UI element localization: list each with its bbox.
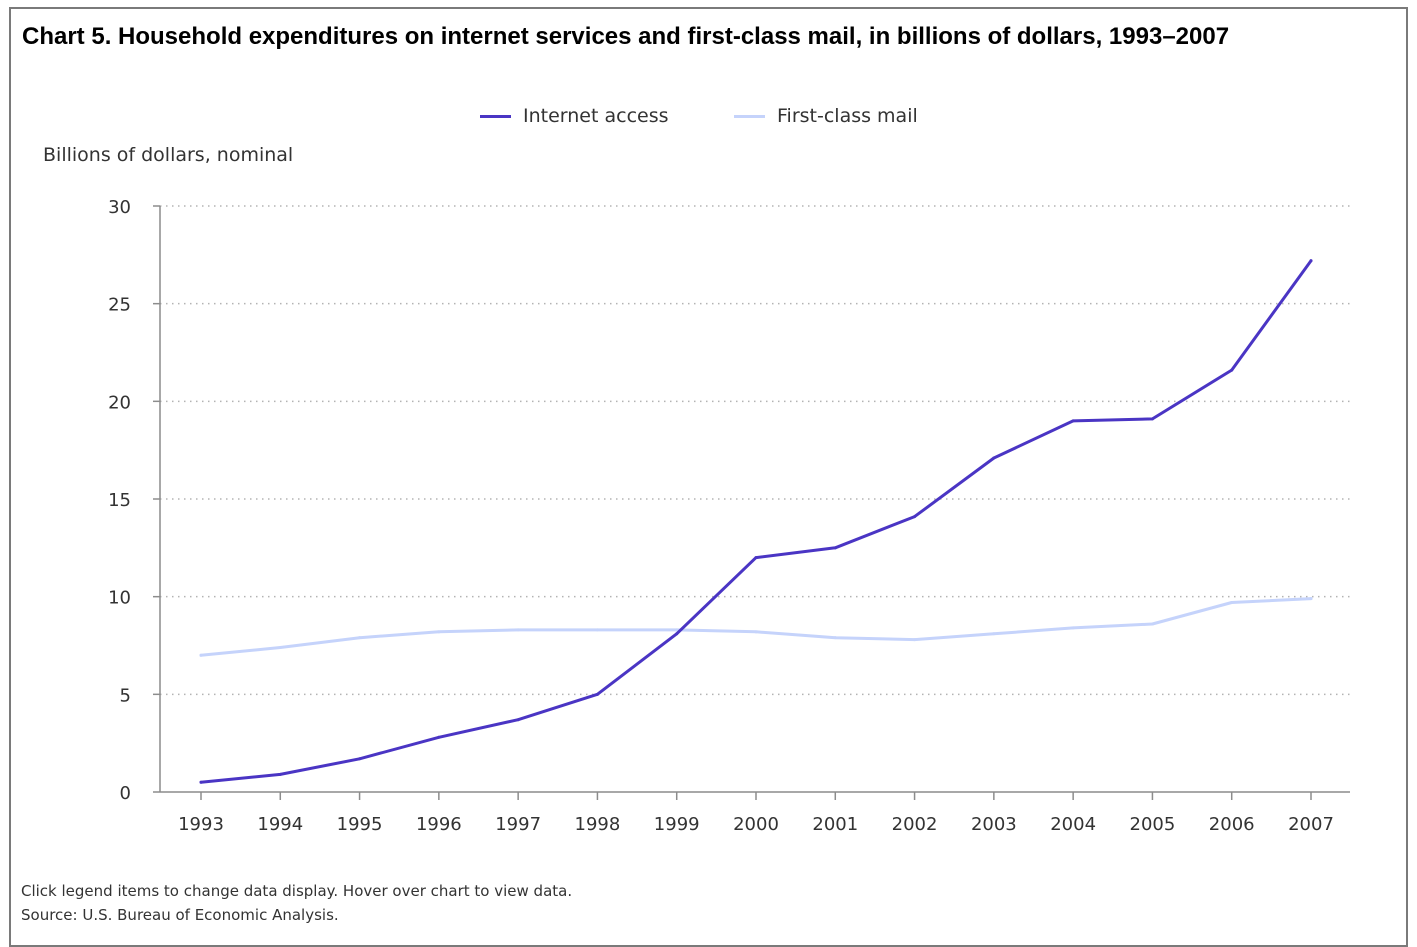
data-point-internet-access-1993	[199, 780, 203, 784]
x-tick-label-2002: 2002	[892, 814, 938, 835]
x-tick-label-2004: 2004	[1050, 814, 1096, 835]
legend-swatch-internet-access	[480, 114, 511, 118]
y-tick-label-20: 20	[108, 392, 131, 413]
x-tick-label-2001: 2001	[812, 814, 858, 835]
data-point-first-class-mail-1995	[358, 636, 362, 640]
legend: Internet access First-class mail	[0, 101, 1417, 131]
x-tick-label-1995: 1995	[337, 814, 383, 835]
legend-label-internet-access: Internet access	[523, 105, 669, 127]
x-tick-label-1996: 1996	[416, 814, 462, 835]
data-point-internet-access-1999	[675, 632, 679, 636]
y-tick-label-30: 30	[108, 197, 131, 218]
y-tick-label-10: 10	[108, 588, 131, 609]
footnote-hint: Click legend items to change data displa…	[21, 882, 573, 900]
data-point-first-class-mail-2006	[1230, 601, 1234, 605]
data-point-internet-access-2000	[754, 556, 758, 560]
x-tick-label-1994: 1994	[257, 814, 303, 835]
legend-item-internet-access[interactable]: Internet access	[480, 101, 669, 131]
data-point-first-class-mail-1996	[437, 630, 441, 634]
x-tick-label-1993: 1993	[178, 814, 224, 835]
data-point-internet-access-1996	[437, 735, 441, 739]
data-point-first-class-mail-2005	[1150, 622, 1154, 626]
footnote-source: Source: U.S. Bureau of Economic Analysis…	[21, 906, 339, 924]
y-tick-label-25: 25	[108, 295, 131, 316]
data-point-internet-access-2007	[1309, 259, 1313, 263]
x-tick-label-1998: 1998	[575, 814, 621, 835]
data-point-first-class-mail-2000	[754, 630, 758, 634]
data-point-first-class-mail-2004	[1071, 626, 1075, 630]
data-point-first-class-mail-1993	[199, 653, 203, 657]
chart-title: Chart 5. Household expenditures on inter…	[22, 23, 1230, 50]
y-tick-label-0: 0	[120, 783, 131, 804]
data-point-first-class-mail-1999	[675, 628, 679, 632]
data-point-first-class-mail-1997	[516, 628, 520, 632]
data-point-first-class-mail-2002	[913, 638, 917, 642]
x-tick-label-2006: 2006	[1209, 814, 1255, 835]
data-point-internet-access-2004	[1071, 419, 1075, 423]
data-point-first-class-mail-2003	[992, 632, 996, 636]
legend-item-first-class-mail[interactable]: First-class mail	[734, 101, 918, 131]
legend-swatch-first-class-mail	[734, 114, 765, 118]
x-tick-label-2007: 2007	[1288, 814, 1334, 835]
x-tick-label-1999: 1999	[654, 814, 700, 835]
data-point-first-class-mail-2007	[1309, 597, 1313, 601]
data-point-internet-access-1995	[358, 757, 362, 761]
x-tick-label-2003: 2003	[971, 814, 1017, 835]
y-tick-label-15: 15	[108, 490, 131, 511]
data-point-internet-access-2003	[992, 456, 996, 460]
y-axis-label: Billions of dollars, nominal	[43, 144, 294, 166]
y-tick-label-5: 5	[120, 685, 131, 706]
data-point-internet-access-1998	[595, 692, 599, 696]
x-tick-label-2000: 2000	[733, 814, 779, 835]
x-tick-label-2005: 2005	[1130, 814, 1176, 835]
data-point-first-class-mail-1998	[595, 628, 599, 632]
series-line-first-class-mail	[199, 597, 1313, 657]
data-point-internet-access-2006	[1230, 368, 1234, 372]
data-point-internet-access-2001	[833, 546, 837, 550]
legend-label-first-class-mail: First-class mail	[777, 105, 918, 127]
x-tick-label-1997: 1997	[495, 814, 541, 835]
data-point-internet-access-1997	[516, 718, 520, 722]
data-point-first-class-mail-2001	[833, 636, 837, 640]
data-point-internet-access-1994	[278, 772, 282, 776]
data-point-internet-access-2002	[913, 515, 917, 519]
data-point-internet-access-2005	[1150, 417, 1154, 421]
data-point-first-class-mail-1994	[278, 645, 282, 649]
series-line-internet-access	[199, 259, 1313, 784]
